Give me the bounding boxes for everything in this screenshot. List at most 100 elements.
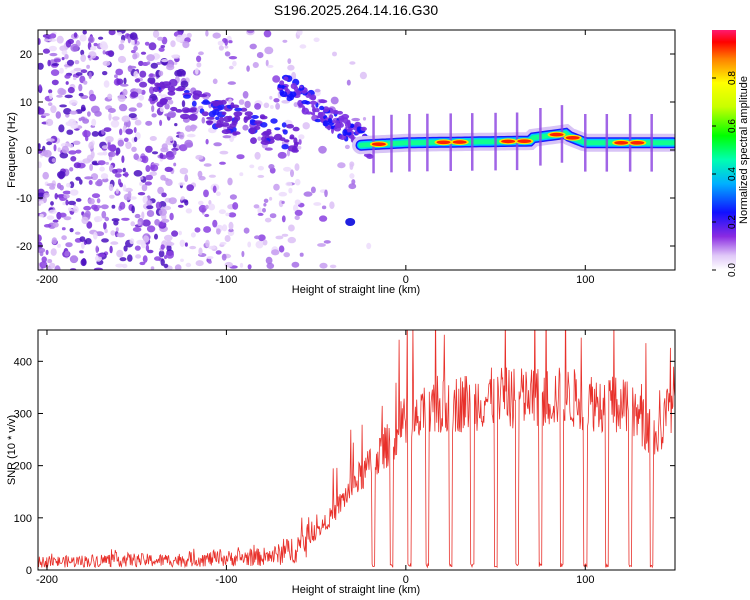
spectrogram-noise-blob <box>247 264 252 270</box>
spectrogram-noise-blob <box>124 171 129 178</box>
spectrogram-noise-blob <box>329 201 335 209</box>
spectrogram-noise-blob <box>125 128 134 135</box>
spectrogram-noise-blob <box>157 186 165 195</box>
spectrogram-noise-blob <box>180 258 184 262</box>
spectrogram-noise-blob <box>149 136 157 141</box>
spectrogram-noise-blob <box>224 261 233 268</box>
spectrogram-noise-blob <box>75 176 81 181</box>
spectrogram-noise-blob <box>109 164 114 172</box>
spectrogram-ridge-blob <box>336 110 343 115</box>
spectrogram-xtick-label: 100 <box>576 274 594 286</box>
spectrogram-noise-blob <box>313 202 322 206</box>
spectrogram-noise-blob <box>59 45 68 52</box>
spectrogram-noise-blob <box>264 46 274 55</box>
spectrogram-diagonal-blob <box>292 126 300 132</box>
spectrogram-noise-blob <box>349 61 356 65</box>
spectrogram-noise-blob <box>50 69 60 76</box>
spectrogram-diagonal-blob <box>289 136 295 140</box>
colorbar: 0.0 0.2 0.4 0.6 0.8 Normalized spectral ampl… <box>712 30 750 277</box>
spectrogram-noise-blob <box>103 80 110 88</box>
spectrogram-noise-blob <box>146 210 155 217</box>
spectrogram-noise-blob <box>258 234 266 242</box>
spectrogram-noise-blob <box>47 38 57 42</box>
spectrogram-noise-blob <box>70 208 78 212</box>
spectrogram-noise-blob <box>302 122 310 130</box>
spectrogram-noise-blob <box>208 245 216 250</box>
spectrogram-noise-blob <box>80 69 88 74</box>
spectrogram-noise-blob <box>294 163 300 171</box>
spectrogram-noise-blob <box>41 256 47 263</box>
spectrogram-ridge-blob <box>309 100 318 105</box>
spectrogram-noise-blob <box>82 30 87 35</box>
spectrogram-noise-blob <box>141 211 145 219</box>
spectrogram-diagonal-blob <box>180 113 190 120</box>
spectrogram-noise-blob <box>45 249 49 255</box>
spectrogram-noise-blob <box>217 40 224 46</box>
spectrogram-noise-blob <box>263 30 272 38</box>
spectrogram-diagonal-blob <box>233 111 243 117</box>
spectrogram-noise-blob <box>75 72 83 76</box>
spectrogram-noise-blob <box>56 94 63 98</box>
spectrogram-noise-blob <box>75 149 82 154</box>
spectrogram-noise-blob <box>111 204 116 209</box>
spectrogram-noise-blob <box>119 201 126 210</box>
spectrogram-diagonal-blob <box>167 86 176 92</box>
spectrogram-diagonal-blob <box>249 119 256 124</box>
spectrogram-noise-blob <box>156 54 161 59</box>
spectrogram-noise-blob <box>52 219 59 223</box>
spectrogram-noise-blob <box>254 103 262 110</box>
spectrogram-noise-blob <box>61 50 68 56</box>
colorbar-tick-label: 0.8 <box>727 71 738 85</box>
spectrogram-noise-blob <box>156 62 161 65</box>
spectrogram-noise-blob <box>65 242 73 248</box>
spectrogram-noise-blob <box>80 116 85 121</box>
spectrogram-noise-blob <box>164 103 170 110</box>
spectrogram-noise-blob <box>286 149 291 157</box>
spectrogram-noise-blob <box>59 212 67 218</box>
colorbar-ticks: 0.0 0.2 0.4 0.6 0.8 <box>712 71 738 277</box>
spectrogram-noise-blob <box>299 44 307 49</box>
spectrogram-noise-blob <box>134 245 141 251</box>
spectrogram-noise-blob <box>169 212 174 221</box>
spectrogram-noise-blob <box>224 38 228 46</box>
spectrogram-noise-blob <box>134 119 142 126</box>
spectrogram-noise-blob <box>133 170 143 177</box>
spectrogram-noise-blob <box>203 189 209 198</box>
spectrogram-ridge-blob <box>290 91 297 98</box>
spectrogram-noise-blob <box>273 183 280 191</box>
spectrogram-noise-blob <box>91 193 101 199</box>
spectrogram-noise-blob <box>159 152 164 159</box>
spectrogram-noise-blob <box>53 222 59 228</box>
spectrogram-noise-blob <box>146 200 153 206</box>
spectrogram-noise-blob <box>66 129 74 135</box>
spectrogram-noise-blob <box>38 247 46 253</box>
spectrogram-diagonal-blob <box>221 129 231 135</box>
spectrogram-noise-blob <box>159 221 165 227</box>
spectrogram-noise-blob <box>101 129 105 135</box>
spectrogram-noise-blob <box>42 48 51 54</box>
spectrogram-ytick-label: 0 <box>26 145 32 157</box>
spectrogram-noise-blob <box>159 119 163 126</box>
spectrogram-noise-blob <box>136 102 143 108</box>
spectrogram-noise-blob <box>159 106 164 113</box>
spectrogram-noise-blob <box>179 239 185 247</box>
spectrogram-noise-blob <box>65 81 69 85</box>
spectrogram-noise-blob <box>163 177 169 182</box>
spectrogram-noise-blob <box>95 180 103 187</box>
spectrogram-noise-blob <box>138 94 145 101</box>
spectrogram-ridge-blob <box>327 124 331 131</box>
spectrogram-ridge-blob <box>319 105 325 111</box>
spectrogram-noise-blob <box>49 33 57 39</box>
snr-ylabel: SNR (10 * v/v) <box>6 415 18 485</box>
spectrogram-diagonal-blob <box>260 122 268 128</box>
spectrogram-noise-blob <box>294 178 301 186</box>
spectrogram-noise-blob <box>48 89 53 94</box>
spectrogram-noise-blob <box>55 111 61 119</box>
spectrogram-noise-blob <box>102 60 111 67</box>
spectrogram-core <box>501 139 516 144</box>
spectrogram-noise-blob <box>110 150 114 157</box>
spectrogram-noise-blob <box>228 221 234 230</box>
spectrogram-noise-blob <box>67 200 76 206</box>
spectrogram-noise-blob <box>144 41 150 46</box>
